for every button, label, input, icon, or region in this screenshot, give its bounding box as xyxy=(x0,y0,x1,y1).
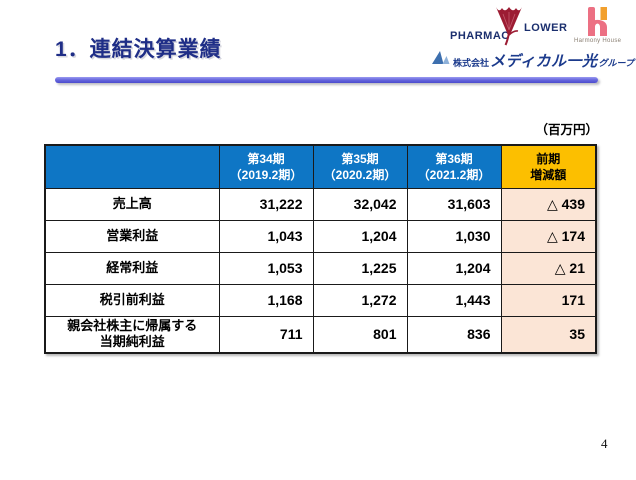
value-cell: 1,204 xyxy=(406,251,502,285)
value-cell: 1,443 xyxy=(406,283,502,317)
diff-cell: 171 xyxy=(500,283,597,317)
title-underline xyxy=(55,77,598,83)
header-line: （2019.2期） xyxy=(229,167,303,182)
table-row-net-income: 親会社株主に帰属する 当期純利益 711 801 836 35 xyxy=(44,315,597,354)
table-header-row: 第34期 （2019.2期） 第35期 （2020.2期） 第36期 （2021… xyxy=(44,144,597,189)
company-suffix: グループ xyxy=(598,58,634,68)
corner-cell xyxy=(44,144,220,189)
company-name: メディカル一光 xyxy=(490,53,598,70)
value-cell: 31,222 xyxy=(218,187,314,221)
header-line: 第36期 xyxy=(435,151,473,166)
header-line: （2021.2期） xyxy=(417,167,491,182)
company-logo-icon xyxy=(431,50,450,70)
harmony-house-icon xyxy=(584,7,612,42)
page-number: 4 xyxy=(601,436,608,451)
value-cell: 801 xyxy=(312,315,408,354)
pharmac-flower-logo-text-left: PHARMAC xyxy=(450,30,510,42)
unit-label: （百万円） xyxy=(535,123,598,137)
value-cell: 836 xyxy=(406,315,502,354)
row-label: 経常利益 xyxy=(44,251,220,285)
company-logo: 株式会社 メディカル一光 グループ xyxy=(431,50,634,71)
financial-results-table: 第34期 （2019.2期） 第35期 （2020.2期） 第36期 （2021… xyxy=(44,144,597,354)
row-label: 営業利益 xyxy=(44,219,220,253)
pharmac-flower-logo-text-right: LOWER xyxy=(524,22,568,34)
table-row-operating-income: 営業利益 1,043 1,204 1,030 △ 174 xyxy=(44,219,597,253)
table-row-pretax-income: 税引前利益 1,168 1,272 1,443 171 xyxy=(44,283,597,317)
table-row-ordinary-income: 経常利益 1,053 1,225 1,204 △ 21 xyxy=(44,251,597,285)
tulip-icon xyxy=(493,4,525,51)
header-line: 前期 xyxy=(536,151,561,166)
value-cell: 1,168 xyxy=(218,283,314,317)
header-line: 増減額 xyxy=(530,167,567,182)
column-header-fy36: 第36期 （2021.2期） xyxy=(406,144,502,189)
value-cell: 1,272 xyxy=(312,283,408,317)
harmony-house-label: Harmony House xyxy=(574,38,622,44)
header-line: （2020.2期） xyxy=(323,167,397,182)
diff-cell: △ 21 xyxy=(500,251,597,285)
value-cell: 31,603 xyxy=(406,187,502,221)
value-cell: 1,204 xyxy=(312,219,408,253)
diff-cell: △ 439 xyxy=(500,187,597,221)
company-prefix: 株式会社 xyxy=(453,58,490,68)
column-header-fy34: 第34期 （2019.2期） xyxy=(218,144,314,189)
value-cell: 1,043 xyxy=(218,219,314,253)
row-label: 親会社株主に帰属する 当期純利益 xyxy=(44,315,220,354)
table-row-sales: 売上高 31,222 32,042 31,603 △ 439 xyxy=(44,187,597,221)
header-line: 第34期 xyxy=(247,151,285,166)
value-cell: 32,042 xyxy=(312,187,408,221)
value-cell: 711 xyxy=(218,315,314,354)
page-title: 1．連結決算業績 xyxy=(55,38,222,61)
value-cell: 1,225 xyxy=(312,251,408,285)
column-header-fy35: 第35期 （2020.2期） xyxy=(312,144,408,189)
value-cell: 1,030 xyxy=(406,219,502,253)
diff-cell: 35 xyxy=(500,315,597,354)
header-line: 第35期 xyxy=(341,151,379,166)
row-label: 売上高 xyxy=(44,187,220,221)
column-header-diff: 前期 増減額 xyxy=(500,144,597,189)
row-label: 税引前利益 xyxy=(44,283,220,317)
value-cell: 1,053 xyxy=(218,251,314,285)
diff-cell: △ 174 xyxy=(500,219,597,253)
